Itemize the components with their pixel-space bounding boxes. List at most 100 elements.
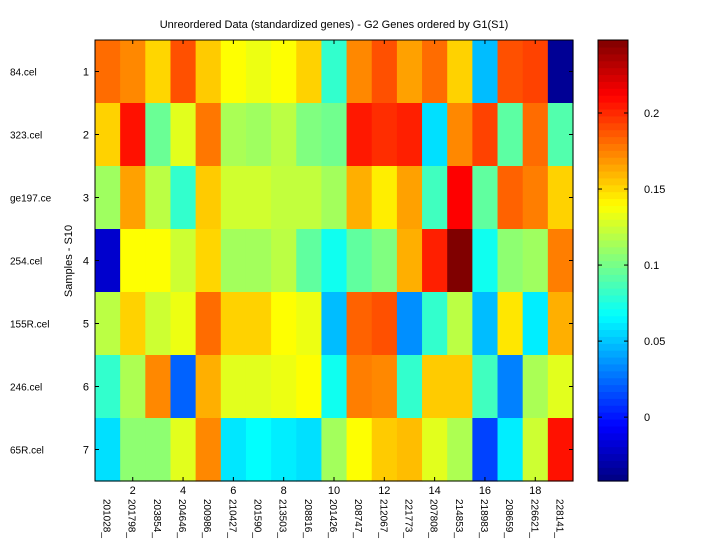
heatmap-cell <box>170 418 197 482</box>
heatmap-cell <box>497 103 524 167</box>
heatmap-cell <box>371 355 398 419</box>
x-tick-label: 10 <box>328 485 340 497</box>
y-tick-label: 7 <box>83 445 89 457</box>
heatmap-cell <box>220 103 247 167</box>
heatmap-cell <box>371 292 398 356</box>
heatmap-cell <box>522 229 549 293</box>
colorbar-segment <box>598 322 628 331</box>
heatmap-cell <box>346 166 373 230</box>
colorbar-segment <box>598 157 628 165</box>
colorbar-segment <box>598 102 628 110</box>
colorbar-segment <box>598 315 628 324</box>
colorbar-segment <box>598 301 628 310</box>
heatmap-cell <box>170 40 197 104</box>
colorbar-segment <box>598 198 628 206</box>
heatmap-cell <box>522 355 549 419</box>
heatmap-cell <box>170 103 197 167</box>
colorbar-segment <box>598 391 628 399</box>
heatmap-cell <box>220 292 247 356</box>
heatmap-cell <box>220 355 247 419</box>
colorbar-segment <box>598 164 628 172</box>
heatmap-cell <box>497 229 524 293</box>
heatmap-cell <box>321 103 348 167</box>
heatmap-cell <box>447 229 473 293</box>
heatmap-cell <box>472 40 499 104</box>
colorbar-segment <box>598 232 628 241</box>
y-tick-label: 5 <box>83 319 89 331</box>
colorbar-segment <box>598 239 628 248</box>
column-label: 201590_ <box>252 499 263 538</box>
heatmap-cell <box>422 40 448 104</box>
heatmap-cell <box>145 229 172 293</box>
colorbar-segment <box>598 212 628 220</box>
heatmap-cell <box>472 418 499 482</box>
row-label: 323.cel <box>10 131 42 142</box>
heatmap-cell <box>296 103 323 167</box>
colorbar-segment <box>598 267 628 275</box>
column-label: 201426_ <box>327 499 338 538</box>
heatmap-cell <box>396 40 423 104</box>
heatmap-cell <box>296 355 323 419</box>
colorbar-segment <box>598 329 628 337</box>
heatmap-cell <box>472 229 499 293</box>
heatmap-cell <box>245 355 272 419</box>
column-label: 208659_ <box>503 499 514 538</box>
heatmap-cell <box>346 103 373 167</box>
heatmap-cell <box>371 166 398 230</box>
heatmap-cell <box>396 355 423 419</box>
heatmap-cell <box>145 103 172 167</box>
heatmap-cell <box>497 418 524 482</box>
colorbar-segment <box>598 74 628 82</box>
colorbar-segment <box>598 453 628 461</box>
heatmap-cell <box>522 166 549 230</box>
x-tick-label: 12 <box>378 485 390 497</box>
heatmap-cell <box>120 103 146 167</box>
heatmap-cell <box>95 292 121 356</box>
column-label: 201028_ <box>101 499 112 538</box>
colorbar-segment <box>598 343 628 351</box>
heatmap-cell <box>271 355 297 419</box>
y-tick-label: 6 <box>83 382 89 394</box>
heatmap-cell <box>120 229 146 293</box>
colorbar-segment <box>598 356 628 365</box>
colorbar-segment <box>598 205 628 213</box>
heatmap-cell <box>472 355 499 419</box>
heatmap-cell <box>271 40 297 104</box>
heatmap-cells <box>95 40 574 482</box>
x-tick-label: 6 <box>230 485 236 497</box>
colorbar-segment <box>598 170 628 179</box>
row-label: ge197.ce <box>10 194 52 205</box>
column-label: 221773_ <box>402 499 413 538</box>
column-label: 200986_ <box>201 499 212 538</box>
heatmap-cell <box>522 40 549 104</box>
colorbar-segment <box>598 405 628 413</box>
heatmap-cell <box>271 103 297 167</box>
colorbar-segment <box>598 60 628 69</box>
heatmap-cell <box>346 229 373 293</box>
heatmap-cell <box>346 418 373 482</box>
column-label: 201798_ <box>126 499 137 538</box>
heatmap-cell <box>145 418 172 482</box>
heatmap-cell <box>321 40 348 104</box>
heatmap-cell <box>220 229 247 293</box>
colorbar-segment <box>598 129 628 138</box>
heatmap-cell <box>195 103 222 167</box>
colorbar-segment <box>598 281 628 289</box>
colorbar-segment <box>598 336 628 344</box>
heatmap-cell <box>371 229 398 293</box>
colorbar-segment <box>598 425 628 434</box>
heatmap-cell <box>371 103 398 167</box>
heatmap-cell <box>220 418 247 482</box>
colorbar-segment <box>598 95 628 103</box>
heatmap-cell <box>422 166 448 230</box>
heatmap-cell <box>195 355 222 419</box>
heatmap-cell <box>271 418 297 482</box>
row-label: 246.cel <box>10 383 42 394</box>
heatmap-cell <box>447 292 473 356</box>
heatmap-cell <box>447 418 473 482</box>
y-tick-label: 4 <box>83 256 89 268</box>
heatmap-cell <box>371 40 398 104</box>
heatmap-cell <box>95 103 121 167</box>
row-label: 254.cel <box>10 257 42 268</box>
column-label: 228141_ <box>553 499 564 538</box>
